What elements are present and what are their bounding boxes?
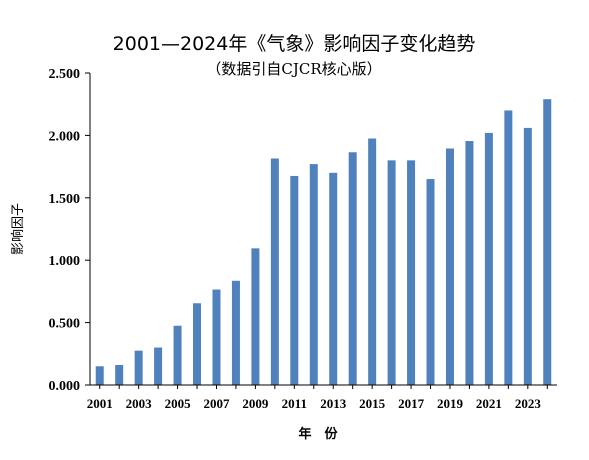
y-tick-label: 2.500 [49, 67, 81, 82]
bar-2020 [465, 141, 474, 385]
x-tick-label-2021: 2021 [476, 396, 502, 411]
bar-2007 [212, 289, 221, 385]
bar-2008 [231, 280, 240, 385]
bar-2010 [270, 158, 279, 385]
y-ticks: 0.000 0.500 1.000 1.500 2.000 2.500 [49, 67, 90, 394]
bar-2001 [95, 366, 104, 385]
bar-2006 [193, 303, 202, 385]
bar-2009 [251, 248, 260, 385]
bar-2024 [543, 99, 552, 386]
y-axis-label: 影响因子 [10, 203, 26, 255]
bar-2011 [290, 175, 299, 385]
bar-2018 [426, 179, 435, 385]
x-tick-label-2013: 2013 [320, 396, 347, 411]
x-tick-label-2005: 2005 [165, 396, 192, 411]
bar-2019 [445, 148, 454, 385]
bar-2015 [368, 138, 377, 385]
y-tick-label: 0.500 [49, 317, 81, 332]
x-tick-label-2017: 2017 [398, 396, 425, 411]
chart-title: 2001—2024年《气象》影响因子变化趋势 [113, 33, 476, 55]
x-tick-label-2023: 2023 [515, 396, 542, 411]
bar-2003 [134, 350, 143, 385]
x-tick-label-2009: 2009 [242, 396, 269, 411]
y-tick-label: 1.500 [49, 192, 81, 207]
x-tick-label-2015: 2015 [359, 396, 386, 411]
bar-2017 [407, 160, 416, 385]
bar-2014 [348, 152, 357, 385]
bars [95, 99, 552, 386]
bar-2012 [309, 164, 318, 385]
bar-2016 [387, 160, 396, 385]
bar-2013 [329, 172, 338, 385]
bar-2022 [504, 110, 513, 385]
bar-2004 [154, 347, 163, 385]
y-tick-label: 0.000 [49, 379, 81, 394]
x-tick-label-2003: 2003 [126, 396, 153, 411]
y-tick-label: 1.000 [49, 254, 81, 269]
x-tick-label-2007: 2007 [203, 396, 230, 411]
chart-subtitle: （数据引自CJCR核心版） [206, 60, 381, 78]
x-ticks: 2001 2003 2005 2007 2009 2011 2013 2015 2017 2019… [87, 385, 548, 411]
bar-2005 [173, 325, 182, 385]
y-tick-label: 2.000 [49, 129, 81, 144]
x-tick-label-2001: 2001 [87, 396, 113, 411]
x-tick-label-2011: 2011 [282, 396, 307, 411]
x-axis-label: 年 份 [298, 426, 338, 442]
x-tick-label-2019: 2019 [437, 396, 464, 411]
bar-2023 [523, 127, 532, 385]
bar-2021 [484, 132, 493, 385]
bar-2002 [115, 365, 124, 385]
